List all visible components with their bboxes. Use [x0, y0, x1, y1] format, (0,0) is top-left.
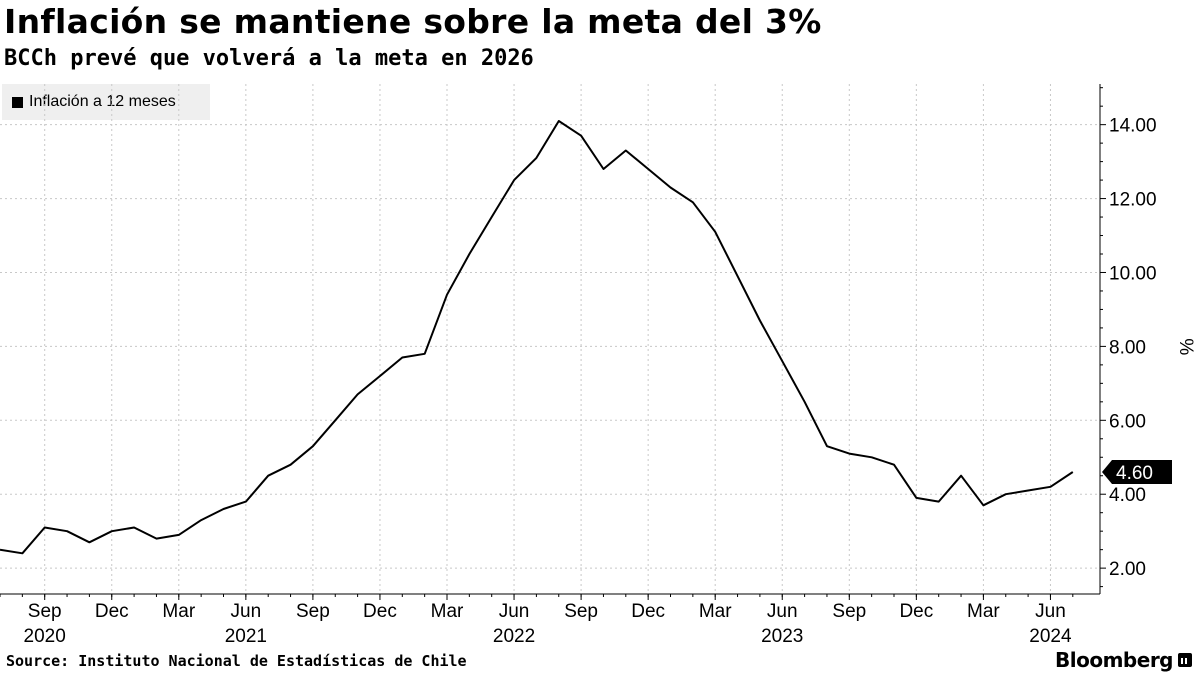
x-tick-label: Jun [767, 601, 798, 622]
series-layer [0, 120, 1074, 555]
y-tick-label: 4.00 [1109, 485, 1146, 506]
bloomberg-icon [1178, 653, 1192, 667]
x-year-label: 2022 [493, 626, 535, 647]
x-tick-label: Sep [296, 601, 330, 622]
x-tick-label: Jun [499, 601, 530, 622]
last-value-layer: 4.60 [1102, 460, 1172, 485]
last-value-label: 4.60 [1116, 463, 1153, 484]
x-tick-label: Dec [899, 601, 933, 622]
y-tick-label: 2.00 [1109, 559, 1146, 580]
x-tick-label: Dec [95, 601, 129, 622]
y-tick-label: 6.00 [1109, 411, 1146, 432]
brand-logo: Bloomberg [1055, 648, 1192, 672]
y-axis: 2.00 4.00 6.00 8.00 10.00 12.00 14.00% [1099, 84, 1196, 594]
grid-layer [0, 84, 1100, 594]
x-tick-label: Mar [162, 601, 195, 622]
source-note: Source: Instituto Nacional de Estadístic… [6, 652, 467, 670]
x-tick-label: Mar [431, 601, 464, 622]
x-tick-label: Jun [231, 601, 262, 622]
y-tick-label: 12.00 [1109, 190, 1157, 211]
x-tick-label: Dec [631, 601, 665, 622]
chart-title: Inflación se mantiene sobre la meta del … [4, 2, 822, 41]
y-tick-label: 8.00 [1109, 337, 1146, 358]
y-tick-label: 10.00 [1109, 263, 1157, 284]
series-line-inflacion [0, 120, 1074, 555]
x-tick-label: Jun [1035, 601, 1066, 622]
x-tick-label: Sep [832, 601, 866, 622]
last-value-flag [1102, 460, 1172, 485]
x-year-label: 2021 [225, 626, 267, 647]
x-tick-label: Mar [967, 601, 1000, 622]
x-tick-label: Sep [564, 601, 598, 622]
legend: Inflación a 12 meses [2, 84, 210, 120]
y-axis-label: % [1175, 338, 1196, 355]
x-tick-label: Dec [363, 601, 397, 622]
legend-swatch [12, 96, 23, 108]
x-axis: Sep 2020 Dec Mar Jun 2021 Sep Dec Mar Jun 2022 Sep D… [0, 593, 1100, 647]
brand-label: Bloomberg [1055, 648, 1173, 672]
x-tick-label: Mar [699, 601, 732, 622]
x-tick-label: Sep [28, 601, 62, 622]
x-year-label: 2020 [24, 626, 66, 647]
legend-label: Inflación a 12 meses [29, 93, 176, 110]
chart-subtitle: BCCh prevé que volverá a la meta en 2026 [4, 46, 534, 71]
x-year-label: 2024 [1029, 626, 1072, 647]
x-year-label: 2023 [761, 626, 803, 647]
y-tick-label: 14.00 [1109, 116, 1157, 137]
